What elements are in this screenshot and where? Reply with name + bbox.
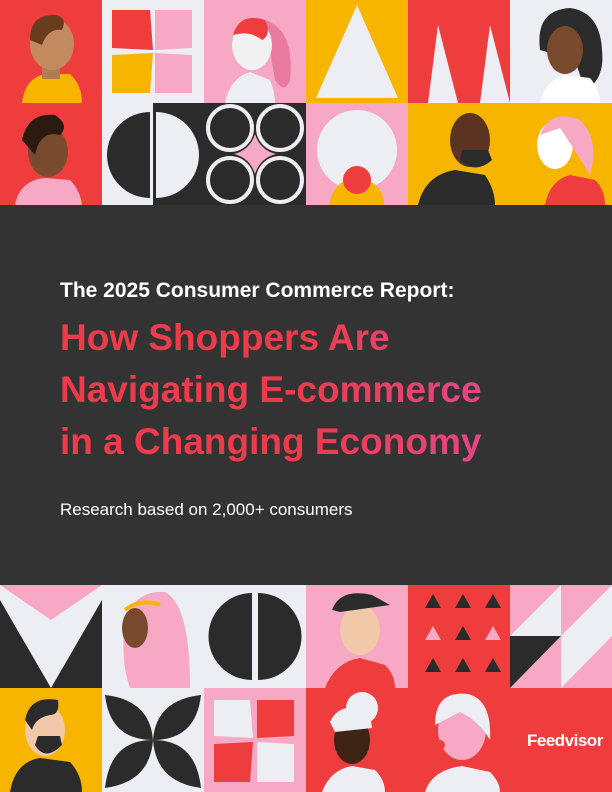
tile-brand: [510, 688, 612, 792]
tile-portrait-part: [225, 72, 275, 103]
tile-pattern-part: [256, 156, 304, 204]
tile-pattern-part: [206, 156, 254, 204]
tile-portrait: [408, 688, 510, 792]
tile-x-shape-part: [257, 742, 294, 782]
tile-triangles: [510, 585, 612, 688]
tile-x-shape-part: [214, 700, 253, 738]
tile-portrait: [306, 688, 408, 792]
tile-portrait-part: [35, 736, 62, 754]
tile-portrait: [510, 0, 612, 103]
tile-portrait-part: [325, 658, 395, 688]
tile-triangles: [408, 585, 510, 688]
tile-portrait-part: [265, 20, 291, 88]
tile-chevron: [0, 585, 102, 688]
tile-half-circles-part: [208, 593, 252, 680]
title-band: [0, 205, 612, 585]
tile-pattern: [204, 103, 306, 205]
tile-portrait: [0, 103, 102, 205]
tile-half-circles-part: [156, 112, 199, 198]
tile-portrait-part: [123, 600, 161, 612]
tile-portrait-part: [233, 17, 268, 40]
tile-zigzag: [408, 0, 510, 103]
tile-x-shape-part: [155, 53, 192, 93]
tile-portrait-part: [15, 178, 82, 205]
tile-portrait-part: [22, 74, 82, 103]
tile-triangles-part: [425, 626, 501, 640]
tile-half-circles: [204, 585, 306, 688]
tile-triangles-part: [510, 585, 561, 636]
headline-line: in a Changing Economy: [60, 421, 482, 462]
tile-x-shape-part: [257, 700, 294, 738]
tile-target-part: [343, 166, 371, 194]
tile-portrait-part: [340, 605, 380, 655]
tile-portrait-part: [435, 693, 491, 740]
tile-target: [306, 103, 408, 205]
tile-half-circles: [102, 103, 204, 205]
headline-line: Navigating E-commerce: [60, 369, 482, 410]
tile-portrait-part: [418, 170, 495, 205]
tile-x-shape: [204, 688, 306, 792]
tile-portrait: [408, 103, 510, 205]
tile-portrait: [0, 688, 102, 792]
tile-x-shape: [102, 0, 204, 103]
tile-portrait-part: [10, 758, 82, 792]
tile-portrait-part: [540, 75, 600, 103]
tile-chevron-part: [0, 585, 102, 620]
tile-portrait-part: [30, 14, 64, 45]
tile-pattern-part: [206, 104, 254, 152]
tile-portrait-part: [435, 740, 445, 750]
headline-line: How Shoppers Are: [60, 317, 390, 358]
tile-pattern-part: [256, 104, 304, 152]
tile-triangles-part: [425, 594, 501, 608]
tile-portrait-part: [540, 116, 594, 175]
tile-x-shape-part: [112, 10, 153, 50]
tile-portrait: [306, 585, 408, 688]
tile-petals-part: [105, 695, 201, 788]
tile-petals: [102, 688, 204, 792]
tile-pattern-part: [234, 134, 276, 174]
tile-target-part: [317, 110, 397, 190]
tile-triangles-part: [510, 636, 561, 688]
subtitle: Research based on 2,000+ consumers: [60, 500, 353, 519]
tile-x-shape-part: [112, 53, 153, 93]
tile-half-circles-part: [107, 112, 150, 198]
tile-chevron-part: [0, 600, 102, 688]
tile-x-shape-part: [155, 10, 192, 50]
tile-portrait-part: [425, 766, 500, 792]
tile-triangles-part: [425, 626, 501, 672]
tile-half-circles-part: [258, 593, 302, 680]
tile-portrait-part: [460, 150, 492, 168]
tile-portrait-part: [547, 26, 583, 74]
tile-portrait-part: [122, 608, 148, 648]
tile-portrait-part: [322, 766, 385, 792]
tile-x-shape-part: [214, 742, 253, 782]
tile-portrait: [102, 585, 204, 688]
tile-triangle-part: [316, 5, 398, 98]
tile-triangles-part: [561, 636, 612, 688]
tile-triangle: [306, 0, 408, 103]
tile-portrait-part: [25, 699, 59, 730]
tile-portrait: [0, 0, 102, 103]
tile-zigzag-part: [408, 0, 510, 103]
tile-triangles-part: [561, 585, 612, 636]
tile-brand-part: [510, 688, 612, 792]
tile-portrait-part: [545, 175, 605, 205]
tile-portrait: [510, 103, 612, 205]
tile-portrait-part: [22, 114, 64, 155]
brand-logo: Feedvisor: [527, 731, 604, 750]
tile-portrait: [204, 0, 306, 103]
tile-portrait-part: [332, 593, 390, 612]
tile-portrait-part: [330, 707, 372, 732]
kicker: The 2025 Consumer Commerce Report:: [60, 279, 454, 302]
